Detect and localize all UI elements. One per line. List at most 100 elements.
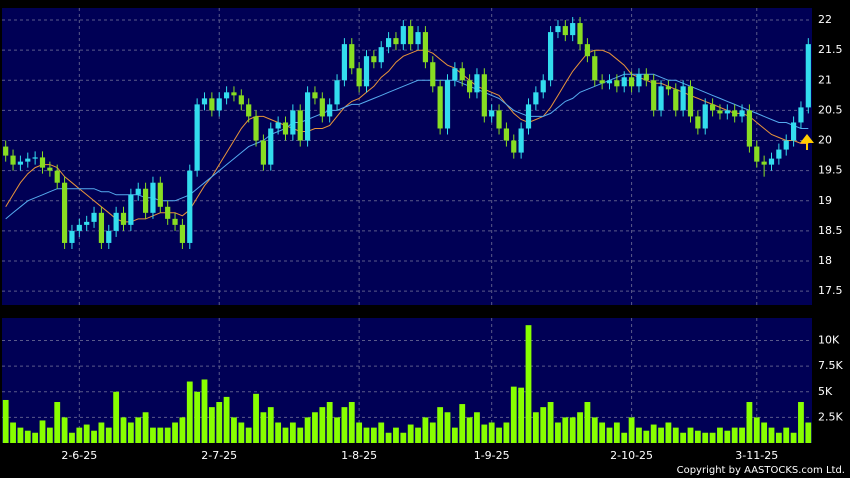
candle-body xyxy=(356,68,362,87)
volume-bar xyxy=(798,402,804,443)
copyright: Copyright by AASTOCKS.com Ltd. xyxy=(677,465,845,476)
volume-bar xyxy=(326,402,333,443)
candle-body xyxy=(17,161,24,165)
volume-bar xyxy=(150,427,156,443)
volume-bar xyxy=(194,391,201,443)
moving-average-line xyxy=(5,49,809,223)
volume-bar xyxy=(459,404,466,443)
volume-bar xyxy=(621,432,628,443)
candle-body xyxy=(334,80,340,105)
volume-bar xyxy=(348,402,355,443)
candle-body xyxy=(378,47,384,63)
candle-body xyxy=(422,32,429,63)
x-tick-label: 1-9-25 xyxy=(474,449,510,462)
candle-body xyxy=(371,56,377,63)
volume-bar xyxy=(451,427,458,443)
candle-body xyxy=(223,92,230,99)
volume-bar xyxy=(120,417,127,443)
candle-body xyxy=(724,110,730,114)
volume-bar xyxy=(429,422,436,443)
candle-body xyxy=(349,44,355,69)
candle-body xyxy=(518,128,524,153)
candle-body xyxy=(275,122,281,129)
volume-bar xyxy=(606,427,613,443)
candle-body xyxy=(142,188,149,213)
candle-body xyxy=(135,188,141,195)
volume-bar xyxy=(113,391,120,443)
candle-body xyxy=(680,86,686,111)
volume-bar xyxy=(98,422,105,443)
volume-bar xyxy=(768,427,775,443)
volume-bar xyxy=(628,417,635,443)
candle-body xyxy=(319,98,325,117)
candle-body xyxy=(312,92,318,99)
volume-bar xyxy=(761,422,768,443)
volume-bar xyxy=(525,325,532,443)
y-tick-label: 19.5 xyxy=(818,164,843,177)
volume-bar xyxy=(164,427,171,443)
volume-bar xyxy=(790,432,797,443)
candle-body xyxy=(687,86,694,117)
volume-bar xyxy=(753,417,760,443)
candle-body xyxy=(658,86,664,111)
volume-bar xyxy=(32,432,39,443)
volume-bar xyxy=(805,422,812,443)
y-tick-label: 7.5K xyxy=(818,359,843,372)
volume-bar xyxy=(407,424,414,443)
candle-body xyxy=(599,80,605,84)
volume-bar xyxy=(10,422,16,443)
candle-body xyxy=(393,38,399,45)
candle-body xyxy=(496,110,502,129)
candle-body xyxy=(165,206,171,219)
volume-bar xyxy=(385,432,392,443)
candle-body xyxy=(474,74,480,93)
candle-body xyxy=(732,110,738,117)
candle-body xyxy=(3,146,9,156)
volume-bar xyxy=(142,412,149,443)
y-tick-label: 10K xyxy=(818,334,840,347)
candle-body xyxy=(172,218,178,225)
y-tick-label: 18 xyxy=(818,254,832,267)
volume-bar xyxy=(179,417,186,443)
volume-bar xyxy=(444,412,451,443)
volume-bar xyxy=(341,407,348,443)
candle-body xyxy=(592,56,598,81)
volume-bar xyxy=(518,387,525,443)
volume-bar xyxy=(267,407,274,443)
x-tick-label: 2-10-25 xyxy=(610,449,653,462)
candle-body xyxy=(628,77,635,87)
candle-body xyxy=(768,158,775,165)
volume-bar xyxy=(540,407,547,443)
candle-body xyxy=(238,95,244,105)
candle-body xyxy=(444,80,451,129)
candle-body xyxy=(76,224,82,231)
volume-bar xyxy=(591,417,598,443)
candle-body xyxy=(533,92,539,105)
candle-body xyxy=(459,68,465,81)
y-tick-label: 21.5 xyxy=(818,43,843,56)
candle-body xyxy=(61,182,68,243)
candle-body xyxy=(25,158,31,162)
candle-body xyxy=(540,80,546,93)
volume-bar xyxy=(223,396,230,443)
candle-body xyxy=(621,77,627,87)
volume-bar xyxy=(238,422,245,443)
volume-bar xyxy=(356,422,363,443)
volume-bar xyxy=(127,422,134,443)
volume-bar xyxy=(297,427,304,443)
candle-body xyxy=(754,146,760,162)
candle-body xyxy=(304,92,311,141)
volume-bar xyxy=(24,430,31,443)
volume-bar xyxy=(702,432,709,443)
candle-body xyxy=(268,128,274,165)
candle-body xyxy=(290,110,296,135)
y-tick-label: 20 xyxy=(818,134,832,147)
y-tick-label: 19 xyxy=(818,194,832,207)
candle-body xyxy=(231,92,237,96)
candle-body xyxy=(761,161,767,165)
candle-body xyxy=(481,74,487,117)
candle-body xyxy=(606,80,613,84)
candle-body xyxy=(54,170,60,183)
candle-body xyxy=(179,224,186,243)
